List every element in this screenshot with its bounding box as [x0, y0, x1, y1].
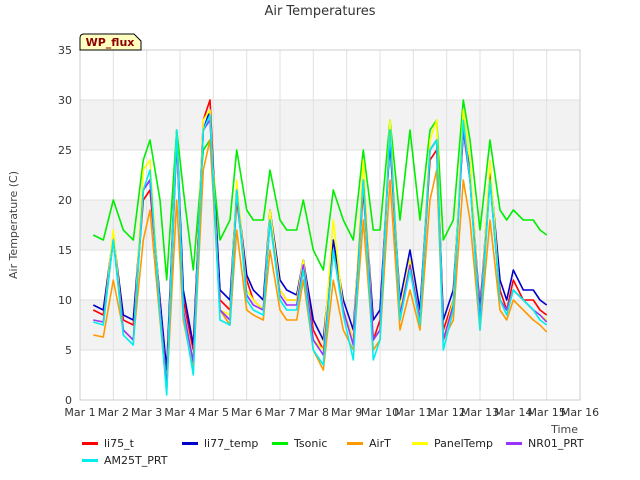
legend-item: NR01_PRT [506, 436, 584, 450]
x-tick-label: Mar 8 [298, 406, 329, 419]
x-tick-label: Mar 12 [428, 406, 466, 419]
legend-label: AM25T_PRT [104, 453, 168, 467]
x-tick-label: Mar 13 [461, 406, 499, 419]
x-tick-label: Mar 3 [131, 406, 162, 419]
y-tick-label: 0 [65, 394, 72, 407]
y-tick-label: 25 [58, 144, 72, 157]
y-tick-label: 30 [58, 94, 72, 107]
x-tick-label: Mar 5 [198, 406, 229, 419]
legend-item: AM25T_PRT [82, 453, 167, 467]
legend-label: PanelTemp [434, 436, 493, 450]
y-axis-label: Air Temperature (C) [7, 171, 20, 279]
y-tick-labels: 0 5 10 15 20 25 30 35 [58, 44, 72, 407]
y-tick-label: 20 [58, 194, 72, 207]
series-layer [92, 99, 548, 396]
legend-label: li77_temp [204, 436, 259, 450]
legend-swatch [182, 441, 198, 445]
legend-swatch [347, 441, 363, 445]
legend-item: AirT [347, 436, 391, 450]
legend-swatch [412, 441, 428, 445]
legend-swatch [272, 441, 288, 445]
y-tick-label: 5 [65, 344, 72, 357]
x-tick-label: Mar 4 [164, 406, 195, 419]
series-line-tsonic [92, 99, 548, 281]
x-tick-label: Mar 6 [231, 406, 262, 419]
legend-label: Tsonic [294, 436, 328, 450]
x-tick-label: Mar 11 [394, 406, 432, 419]
band [80, 100, 580, 150]
legend-item: PanelTemp [412, 436, 493, 450]
site-badge: WP_flux [79, 33, 142, 51]
y-tick-label: 15 [58, 244, 72, 257]
y-tick-label: 35 [58, 44, 72, 57]
chart-title: Air Temperatures [264, 4, 375, 19]
y-tick-label: 10 [58, 294, 72, 307]
plot-frame [79, 49, 581, 401]
x-tick-label: Mar 2 [98, 406, 129, 419]
legend-label: li75_t [104, 436, 134, 450]
legend-swatch [506, 441, 522, 445]
series-line-am25t-prt [93, 114, 548, 396]
x-axis-label: Time [550, 423, 578, 436]
x-tick-label: Mar 15 [528, 406, 566, 419]
site-badge-shape [79, 33, 142, 51]
legend-label: NR01_PRT [528, 436, 584, 450]
legend-item: Tsonic [272, 436, 327, 450]
legend-item: li77_temp [182, 436, 258, 450]
legend-item: li75_t [82, 436, 134, 450]
x-tick-label: Mar 14 [494, 406, 532, 419]
x-tick-label: Mar 1 [64, 406, 95, 419]
legend-swatch [82, 458, 98, 462]
x-tick-label: Mar 9 [331, 406, 362, 419]
x-tick-label: Mar 7 [264, 406, 295, 419]
series-line-airt [93, 139, 548, 391]
x-tick-labels: Mar 1 Mar 2 Mar 3 Mar 4 Mar 5 Mar 6 Mar 7 Mar 8… [64, 406, 599, 419]
x-tick-label: Mar 16 [561, 406, 599, 419]
legend-label: AirT [369, 436, 391, 450]
site-badge-label: WP_flux [86, 36, 135, 49]
legend-swatch [82, 441, 98, 445]
x-tick-label: Mar 10 [361, 406, 399, 419]
